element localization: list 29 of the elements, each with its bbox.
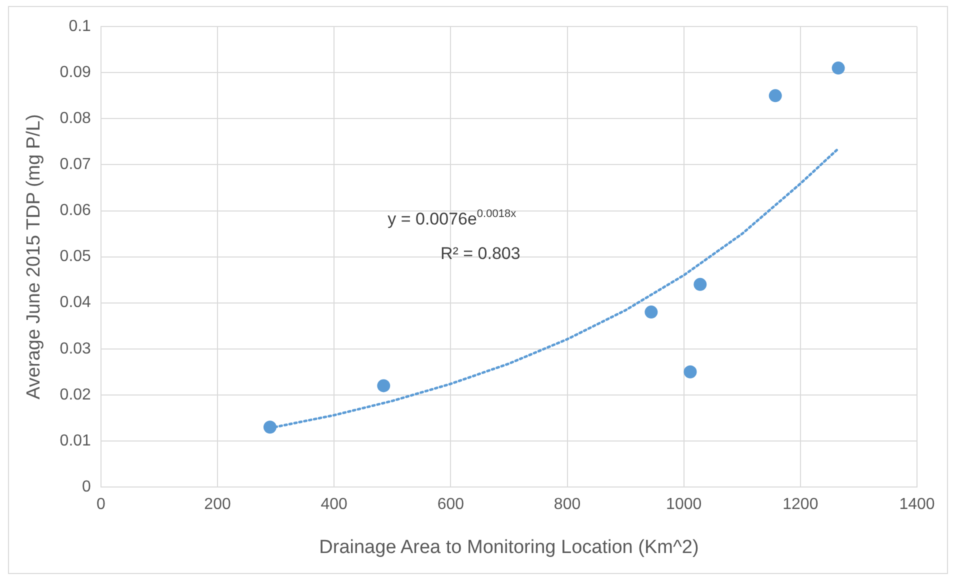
x-tick-label: 400 — [320, 496, 348, 514]
y-tick-label: 0.07 — [60, 156, 92, 174]
point — [768, 89, 782, 102]
point — [377, 379, 390, 392]
x-tick-label: 200 — [204, 496, 231, 514]
point — [684, 365, 697, 378]
x-tick-label: 0 — [96, 496, 106, 514]
annotation: R² = 0.803 — [440, 244, 520, 264]
point — [644, 306, 658, 319]
x-tick-label: 800 — [554, 496, 581, 514]
y-tick-label: 0.06 — [60, 202, 92, 220]
y-tick-label: 0.01 — [60, 432, 92, 450]
x-tick-label: 600 — [437, 496, 464, 514]
point — [694, 278, 707, 291]
y-axis-title: Average June 2015 TDP (mg P/L) — [24, 114, 45, 400]
y-tick-label: 0 — [82, 478, 92, 496]
y-tick-label: 0.09 — [60, 64, 92, 82]
x-tick-label: 1000 — [666, 496, 702, 514]
y-tick-label: 0.03 — [60, 340, 92, 358]
x-tick-label: 1200 — [782, 496, 818, 514]
y-tick-label: 0.04 — [60, 294, 92, 312]
point — [263, 420, 276, 434]
y-tick-label: 0.1 — [68, 18, 92, 36]
y-tick-label: 0.05 — [60, 248, 92, 266]
x-tick-label: 1400 — [899, 496, 935, 514]
y-tick-label: 0.08 — [60, 110, 92, 128]
y-tick-label: 0.02 — [60, 386, 92, 404]
point — [832, 62, 845, 75]
x-axis-title: Drainage Area to Monitoring Location (Km^2) — [319, 536, 699, 558]
